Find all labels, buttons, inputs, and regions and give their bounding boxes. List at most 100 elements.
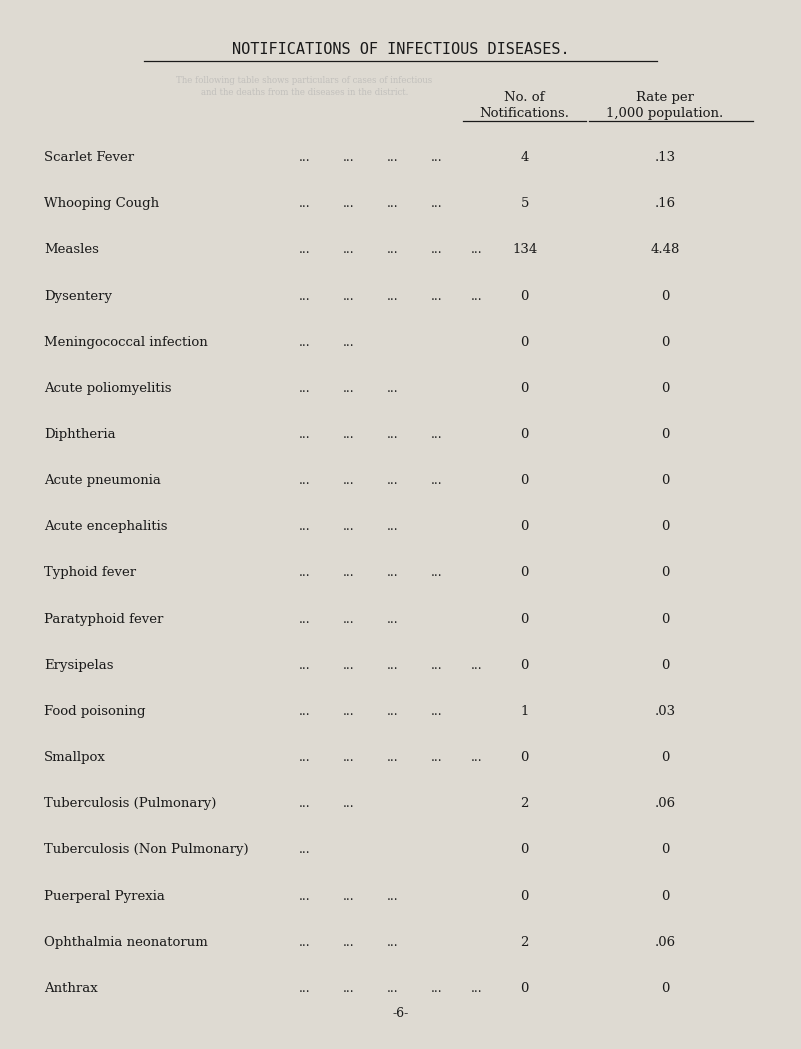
Text: Acute pneumonia: Acute pneumonia <box>44 474 161 487</box>
Text: Measles: Measles <box>44 243 99 256</box>
Text: 1: 1 <box>521 705 529 718</box>
Text: 0: 0 <box>521 520 529 533</box>
Text: .06: .06 <box>654 797 675 810</box>
Text: ...: ... <box>343 428 354 441</box>
Text: ...: ... <box>299 613 310 625</box>
Text: ...: ... <box>343 566 354 579</box>
Text: ...: ... <box>299 151 310 164</box>
Text: -6-: -6- <box>392 1007 409 1020</box>
Text: ...: ... <box>299 843 310 856</box>
Text: ...: ... <box>343 151 354 164</box>
Text: 0: 0 <box>661 659 669 671</box>
Text: 0: 0 <box>521 613 529 625</box>
Text: 0: 0 <box>521 336 529 348</box>
Text: ...: ... <box>387 243 398 256</box>
Text: ...: ... <box>471 982 482 994</box>
Text: ...: ... <box>343 243 354 256</box>
Text: No. of: No. of <box>505 91 545 104</box>
Text: ...: ... <box>471 751 482 764</box>
Text: 0: 0 <box>661 566 669 579</box>
Text: 0: 0 <box>661 290 669 302</box>
Text: 4: 4 <box>521 151 529 164</box>
Text: and the deaths from the diseases in the district.: and the deaths from the diseases in the … <box>201 88 408 98</box>
Text: ...: ... <box>471 290 482 302</box>
Text: ...: ... <box>471 243 482 256</box>
Text: ...: ... <box>299 474 310 487</box>
Text: ...: ... <box>387 566 398 579</box>
Text: ...: ... <box>431 197 442 210</box>
Text: ...: ... <box>387 613 398 625</box>
Text: Rate per: Rate per <box>636 91 694 104</box>
Text: 2: 2 <box>521 936 529 948</box>
Text: ...: ... <box>431 290 442 302</box>
Text: ...: ... <box>299 659 310 671</box>
Text: 0: 0 <box>521 659 529 671</box>
Text: Meningococcal infection: Meningococcal infection <box>44 336 207 348</box>
Text: ...: ... <box>387 520 398 533</box>
Text: ...: ... <box>343 705 354 718</box>
Text: ...: ... <box>431 243 442 256</box>
Text: Acute poliomyelitis: Acute poliomyelitis <box>44 382 171 394</box>
Text: ...: ... <box>431 982 442 994</box>
Text: ...: ... <box>431 705 442 718</box>
Text: ...: ... <box>343 797 354 810</box>
Text: 0: 0 <box>661 336 669 348</box>
Text: ...: ... <box>387 890 398 902</box>
Text: ...: ... <box>387 982 398 994</box>
Text: ...: ... <box>431 428 442 441</box>
Text: .16: .16 <box>654 197 675 210</box>
Text: ...: ... <box>299 890 310 902</box>
Text: 0: 0 <box>521 982 529 994</box>
Text: 0: 0 <box>521 890 529 902</box>
Text: ...: ... <box>343 382 354 394</box>
Text: ...: ... <box>343 520 354 533</box>
Text: 0: 0 <box>661 613 669 625</box>
Text: 0: 0 <box>521 382 529 394</box>
Text: Anthrax: Anthrax <box>44 982 98 994</box>
Text: 0: 0 <box>521 843 529 856</box>
Text: ...: ... <box>387 936 398 948</box>
Text: Diphtheria: Diphtheria <box>44 428 115 441</box>
Text: ...: ... <box>343 474 354 487</box>
Text: ...: ... <box>299 936 310 948</box>
Text: 0: 0 <box>521 428 529 441</box>
Text: ...: ... <box>299 982 310 994</box>
Text: ...: ... <box>299 290 310 302</box>
Text: Tuberculosis (Non Pulmonary): Tuberculosis (Non Pulmonary) <box>44 843 248 856</box>
Text: ...: ... <box>387 751 398 764</box>
Text: ...: ... <box>343 290 354 302</box>
Text: ...: ... <box>431 474 442 487</box>
Text: Notifications.: Notifications. <box>480 107 570 120</box>
Text: 0: 0 <box>661 474 669 487</box>
Text: ...: ... <box>299 243 310 256</box>
Text: ...: ... <box>343 197 354 210</box>
Text: ...: ... <box>387 151 398 164</box>
Text: 0: 0 <box>661 520 669 533</box>
Text: ...: ... <box>387 705 398 718</box>
Text: ...: ... <box>343 336 354 348</box>
Text: 0: 0 <box>661 890 669 902</box>
Text: Dysentery: Dysentery <box>44 290 112 302</box>
Text: Scarlet Fever: Scarlet Fever <box>44 151 135 164</box>
Text: ...: ... <box>299 336 310 348</box>
Text: ...: ... <box>343 982 354 994</box>
Text: 0: 0 <box>661 982 669 994</box>
Text: NOTIFICATIONS OF INFECTIOUS DISEASES.: NOTIFICATIONS OF INFECTIOUS DISEASES. <box>231 42 570 57</box>
Text: ...: ... <box>299 705 310 718</box>
Text: Acute encephalitis: Acute encephalitis <box>44 520 167 533</box>
Text: ...: ... <box>299 797 310 810</box>
Text: .03: .03 <box>654 705 675 718</box>
Text: 0: 0 <box>661 843 669 856</box>
Text: 0: 0 <box>661 428 669 441</box>
Text: ...: ... <box>299 428 310 441</box>
Text: ...: ... <box>387 474 398 487</box>
Text: 0: 0 <box>521 566 529 579</box>
Text: ...: ... <box>387 428 398 441</box>
Text: The following table shows particulars of cases of infectious: The following table shows particulars of… <box>176 76 433 85</box>
Text: ...: ... <box>299 382 310 394</box>
Text: ...: ... <box>343 751 354 764</box>
Text: ...: ... <box>343 613 354 625</box>
Text: 5: 5 <box>521 197 529 210</box>
Text: 1,000 population.: 1,000 population. <box>606 107 723 120</box>
Text: ...: ... <box>299 751 310 764</box>
